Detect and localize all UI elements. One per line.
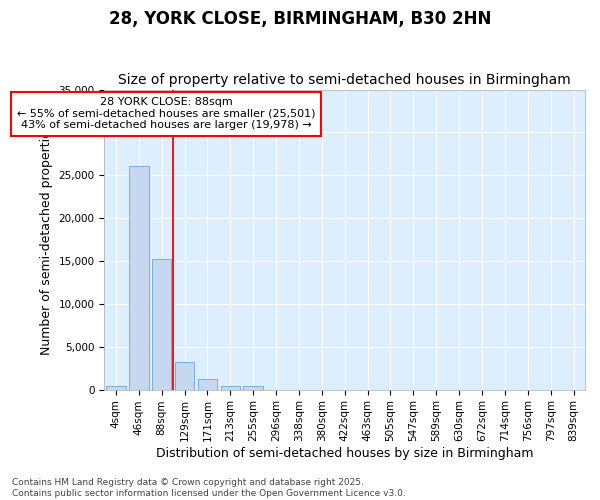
X-axis label: Distribution of semi-detached houses by size in Birmingham: Distribution of semi-detached houses by … bbox=[156, 447, 533, 460]
Y-axis label: Number of semi-detached properties: Number of semi-detached properties bbox=[40, 124, 53, 356]
Title: Size of property relative to semi-detached houses in Birmingham: Size of property relative to semi-detach… bbox=[118, 73, 571, 87]
Bar bbox=[106, 386, 125, 390]
Bar bbox=[198, 380, 217, 390]
Bar bbox=[244, 386, 263, 390]
Text: 28, YORK CLOSE, BIRMINGHAM, B30 2HN: 28, YORK CLOSE, BIRMINGHAM, B30 2HN bbox=[109, 10, 491, 28]
Text: Contains HM Land Registry data © Crown copyright and database right 2025.
Contai: Contains HM Land Registry data © Crown c… bbox=[12, 478, 406, 498]
Text: 28 YORK CLOSE: 88sqm
← 55% of semi-detached houses are smaller (25,501)
43% of s: 28 YORK CLOSE: 88sqm ← 55% of semi-detac… bbox=[17, 97, 316, 130]
Bar bbox=[152, 260, 172, 390]
Bar bbox=[221, 386, 240, 390]
Bar bbox=[175, 362, 194, 390]
Bar bbox=[129, 166, 149, 390]
